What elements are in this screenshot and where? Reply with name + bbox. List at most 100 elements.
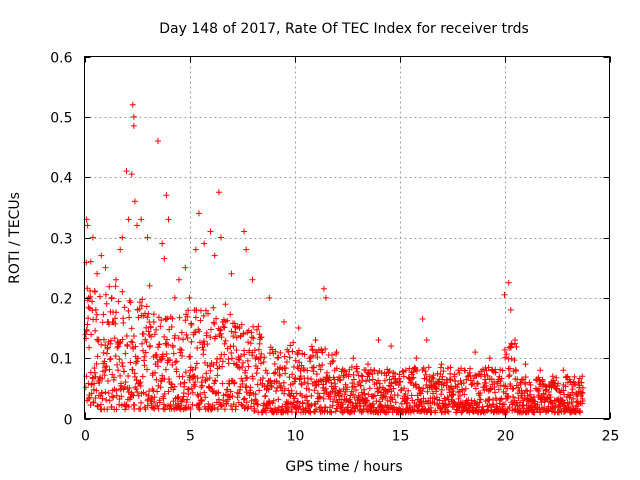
- data-point: [231, 379, 238, 386]
- data-point: [153, 354, 160, 361]
- data-point: [390, 385, 397, 392]
- data-point: [553, 374, 560, 381]
- data-point: [197, 391, 204, 398]
- data-point: [446, 376, 453, 383]
- data-point: [176, 405, 183, 412]
- data-point: [259, 375, 266, 382]
- data-point: [493, 403, 500, 410]
- data-point: [256, 387, 263, 394]
- data-point: [294, 351, 301, 358]
- data-point: [239, 363, 246, 370]
- data-point: [133, 377, 140, 384]
- data-point: [210, 304, 217, 311]
- data-point: [526, 391, 533, 398]
- data-point: [271, 360, 278, 367]
- data-point: [366, 377, 373, 384]
- data-point: [447, 377, 454, 384]
- data-point: [91, 365, 98, 372]
- data-point: [200, 312, 207, 319]
- data-point: [320, 395, 327, 402]
- data-point: [119, 359, 126, 366]
- data-point: [319, 384, 326, 391]
- data-point: [92, 306, 99, 313]
- data-point: [247, 340, 254, 347]
- data-point: [268, 380, 275, 387]
- data-point: [94, 402, 101, 409]
- data-point: [532, 398, 539, 405]
- data-point: [516, 403, 523, 410]
- data-point: [283, 359, 290, 366]
- data-point: [188, 321, 195, 328]
- data-point: [332, 383, 339, 390]
- data-point: [567, 378, 574, 385]
- data-point: [102, 291, 109, 298]
- data-point: [164, 315, 171, 322]
- data-point: [220, 397, 227, 404]
- data-point: [166, 357, 173, 364]
- data-point: [144, 366, 151, 373]
- data-point: [93, 316, 100, 323]
- data-point: [410, 374, 417, 381]
- data-point: [343, 395, 350, 402]
- data-point: [298, 380, 305, 387]
- data-point: [248, 329, 255, 336]
- data-point: [137, 405, 144, 412]
- data-point: [188, 320, 195, 327]
- data-point: [162, 366, 169, 373]
- data-point: [104, 344, 111, 351]
- data-point: [399, 368, 406, 375]
- data-point: [184, 313, 191, 320]
- data-point: [347, 392, 354, 399]
- data-point: [192, 246, 199, 253]
- data-point: [143, 339, 150, 346]
- data-point: [107, 340, 114, 347]
- data-point: [350, 391, 357, 398]
- data-point: [209, 387, 216, 394]
- data-point: [264, 370, 271, 377]
- data-point: [146, 282, 153, 289]
- data-point: [200, 338, 207, 345]
- data-point: [281, 318, 287, 325]
- data-point: [113, 406, 120, 413]
- data-point: [128, 338, 135, 345]
- data-point: [244, 374, 251, 381]
- data-point: [341, 367, 348, 374]
- data-point: [163, 336, 170, 343]
- data-point: [103, 350, 110, 357]
- data-point: [192, 314, 199, 321]
- data-point: [516, 399, 523, 406]
- data-point: [145, 328, 152, 335]
- y-tick-label: 0.6: [50, 51, 72, 67]
- data-point: [518, 376, 525, 383]
- data-point: [142, 406, 149, 413]
- data-point: [152, 369, 159, 376]
- data-point: [250, 323, 257, 330]
- data-point: [308, 402, 315, 409]
- data-point: [90, 399, 97, 406]
- data-point: [211, 252, 218, 259]
- data-point: [130, 392, 137, 399]
- data-point: [488, 375, 495, 382]
- data-point: [512, 367, 519, 374]
- data-point: [189, 366, 196, 373]
- data-point: [91, 288, 98, 295]
- data-points: [82, 101, 586, 416]
- data-point: [192, 379, 199, 386]
- data-point: [199, 382, 206, 389]
- data-point: [180, 390, 187, 397]
- data-point: [291, 378, 298, 385]
- data-point: [236, 356, 243, 363]
- data-point: [130, 122, 137, 129]
- data-point: [118, 380, 125, 387]
- data-point: [122, 350, 129, 357]
- data-point: [332, 408, 339, 415]
- data-point: [127, 299, 134, 306]
- data-point: [319, 361, 326, 368]
- data-point: [111, 335, 118, 342]
- data-point: [501, 346, 508, 353]
- data-point: [301, 366, 308, 373]
- data-point: [306, 355, 313, 362]
- data-point: [438, 391, 445, 398]
- data-point: [535, 385, 542, 392]
- data-point: [271, 370, 278, 377]
